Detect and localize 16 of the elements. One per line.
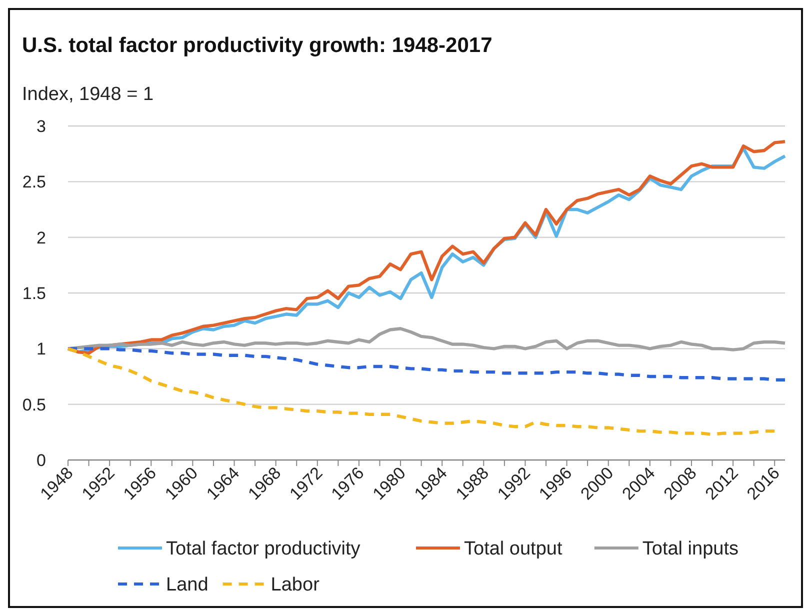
y-tick-label: 3 (36, 116, 46, 136)
chart-title: U.S. total factor productivity growth: 1948-2017 (22, 34, 492, 57)
legend-label: Land (166, 574, 208, 596)
y-tick-label: 1.5 (22, 284, 46, 303)
y-axis-title: Index, 1948 = 1 (22, 84, 154, 105)
line-series (66, 347, 776, 436)
legend-label: Total output (464, 538, 563, 560)
y-tick-label: 2 (36, 228, 46, 248)
y-tick-label: 0.5 (22, 395, 46, 414)
legend-label: Total factor productivity (166, 538, 361, 560)
y-tick-label: 1 (36, 340, 46, 359)
legend-label: Total inputs (642, 538, 739, 560)
y-tick-label: 2.5 (22, 172, 46, 192)
y-tick-label: 0 (36, 450, 46, 470)
legend-label: Labor (270, 574, 320, 596)
line-series (66, 347, 787, 382)
